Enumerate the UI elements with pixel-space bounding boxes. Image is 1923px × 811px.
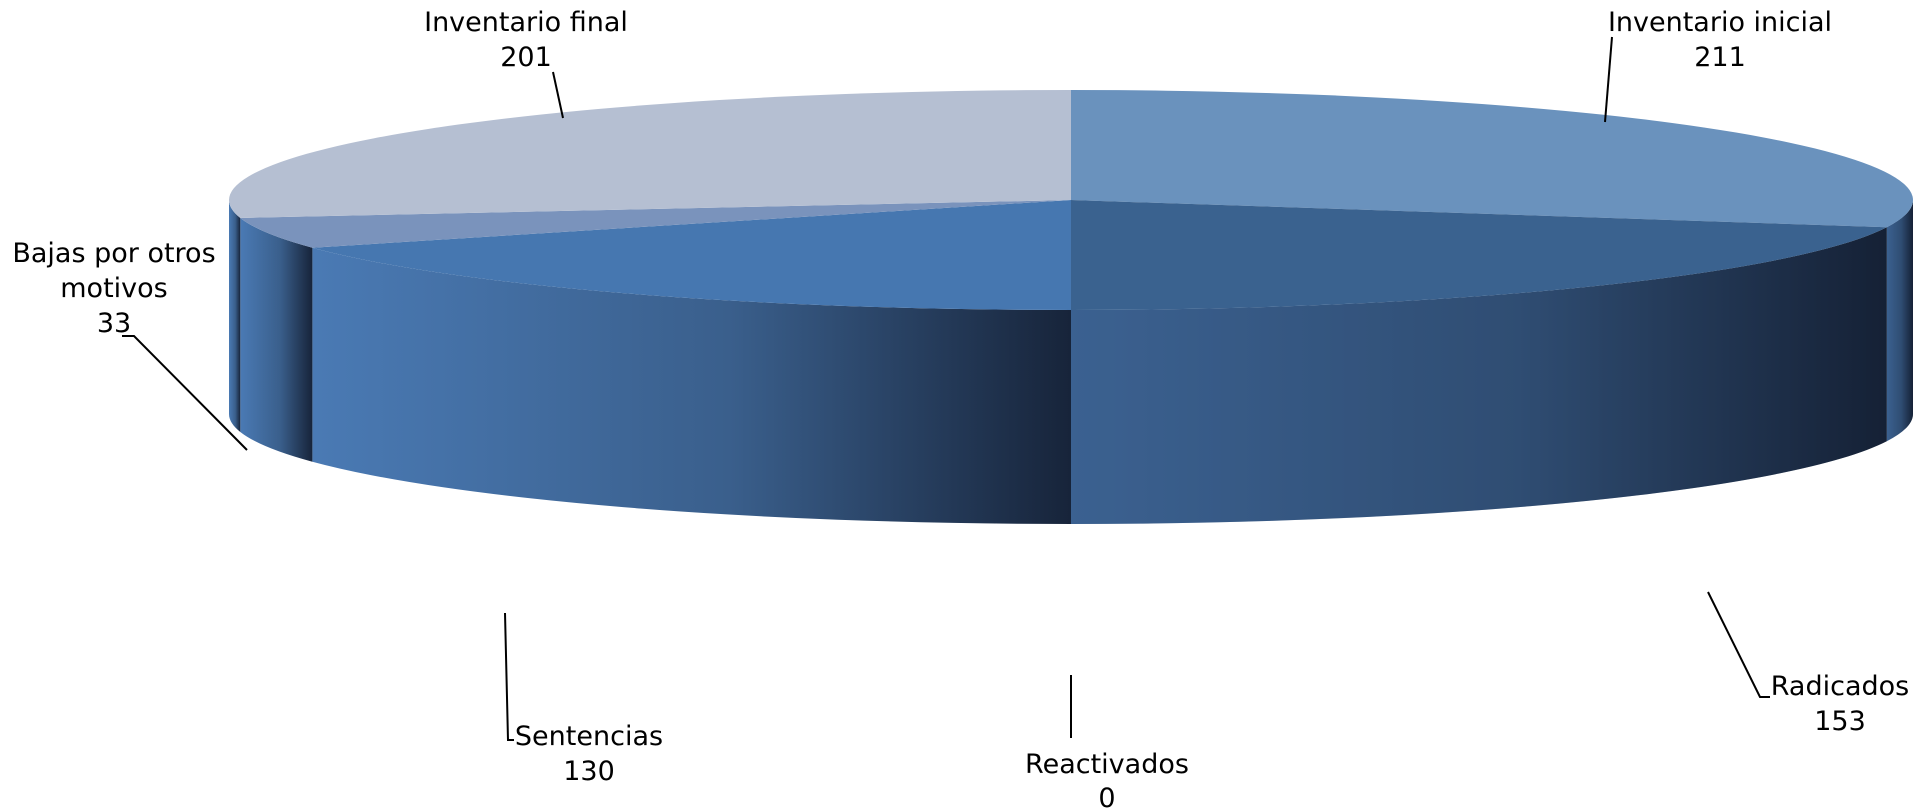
leader-line-sentencias <box>504 612 514 741</box>
pie-side-radicados <box>1071 227 1887 524</box>
slice-label-name-line-1: Bajas por otros <box>12 238 215 269</box>
leader-line-inventario-inicial <box>1604 36 1613 123</box>
pie-slice-bajas-por-otros-motivos <box>240 200 1072 248</box>
slice-label-value: 0 <box>1098 783 1115 811</box>
pie-side-inventario-inicial <box>1886 200 1913 442</box>
pie-top-faces <box>229 90 1914 310</box>
slice-label-value: 201 <box>500 42 552 73</box>
pie-side-walls <box>229 200 1913 525</box>
slice-label-name: Inventario final <box>424 7 628 38</box>
slice-label-value: 211 <box>1694 42 1746 73</box>
leader-lines <box>122 36 1770 741</box>
label-sentencias: Sentencias 130 <box>515 721 663 787</box>
slice-label-name: Inventario inicial <box>1608 7 1832 38</box>
pie-side-inventario-final <box>229 200 241 432</box>
label-radicados: Radicados 153 <box>1771 671 1909 737</box>
label-bajas-por-otros-motivos: Bajas por otros motivos 33 <box>12 238 215 339</box>
slice-label-value: 153 <box>1814 706 1866 737</box>
pie-side-shading <box>1071 200 1913 524</box>
label-reactivados: Reactivados 0 <box>1025 749 1189 811</box>
pie-side-sentencias <box>312 247 1071 525</box>
slice-label-value: 33 <box>97 308 131 339</box>
pie-slice-inventario-final <box>229 90 1072 218</box>
slice-label-name: Reactivados <box>1025 749 1189 780</box>
slice-label-name: Radicados <box>1771 671 1909 702</box>
pie-slice-sentencias <box>312 200 1071 310</box>
label-inventario-final: Inventario final 201 <box>424 7 628 73</box>
slice-label-name: Sentencias <box>515 721 663 752</box>
leader-line-radicados <box>1707 591 1770 698</box>
leader-line-inventario-final <box>552 71 564 119</box>
label-inventario-inicial: Inventario inicial 211 <box>1608 7 1832 73</box>
slice-label-value: 130 <box>563 756 615 787</box>
pie-slice-inventario-inicial <box>1071 90 1914 228</box>
pie-side-bajas-por-otros-motivos <box>240 217 313 462</box>
leader-line-bajas-por-otros-motivos <box>122 335 248 451</box>
pie-slice-radicados <box>1071 200 1887 310</box>
slice-label-name-line-2: motivos <box>60 273 167 304</box>
